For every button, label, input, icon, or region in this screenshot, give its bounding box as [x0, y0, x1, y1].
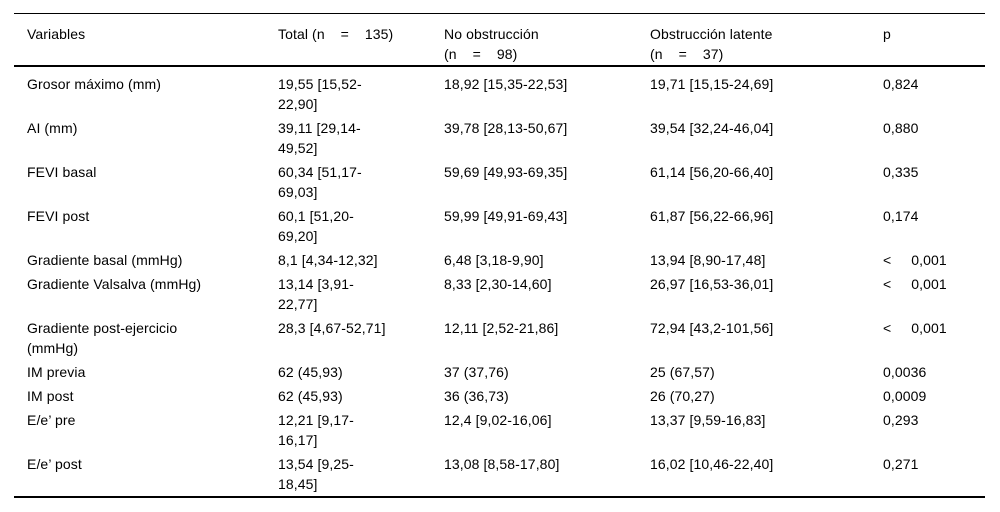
- table-header-rule: [14, 65, 985, 67]
- cell-variable-label: Gradiente post-ejercicio (mmHg): [27, 320, 178, 356]
- cell-p-value: < 0,001: [883, 252, 947, 268]
- cell-total-value: 19,55 [15,52- 22,90]: [278, 76, 362, 112]
- table-body: Grosor máximo (mm) 19,55 [15,52- 22,90] …: [14, 67, 985, 496]
- table-row: IM post 62 (45,93) 36 (36,73) 26 (70,27)…: [14, 384, 985, 408]
- cell-total-value: 8,1 [4,34-12,32]: [278, 252, 378, 268]
- cell-p-value: 0,174: [883, 208, 919, 224]
- cell-latent-obstruction-value: 16,02 [10,46-22,40]: [650, 456, 774, 472]
- cell-no-obstruction-value: 59,69 [49,93-69,35]: [444, 164, 568, 180]
- cell-total-value: 39,11 [29,14- 49,52]: [278, 120, 361, 156]
- cell-p-value: 0,824: [883, 76, 919, 92]
- cell-no-obstruction-value: 36 (36,73): [444, 388, 509, 404]
- cell-p-value: 0,0036: [883, 364, 927, 380]
- cell-total-value: 28,3 [4,67-52,71]: [278, 320, 386, 336]
- cell-p-value: 0,335: [883, 164, 919, 180]
- cell-latent-obstruction-value: 26,97 [16,53-36,01]: [650, 276, 774, 292]
- column-header-total: Total (n = 135): [278, 26, 394, 42]
- cell-variable-label: FEVI basal: [27, 164, 97, 180]
- cell-p-value: 0,271: [883, 456, 919, 472]
- table-row: IM previa 62 (45,93) 37 (37,76) 25 (67,5…: [14, 360, 985, 384]
- cell-variable-label: Gradiente basal (mmHg): [27, 252, 183, 268]
- cell-latent-obstruction-value: 26 (70,27): [650, 388, 715, 404]
- cell-no-obstruction-value: 37 (37,76): [444, 364, 509, 380]
- column-header-variables: Variables: [27, 26, 86, 42]
- cell-p-value: 0,880: [883, 120, 919, 136]
- cell-latent-obstruction-value: 39,54 [32,24-46,04]: [650, 120, 774, 136]
- cell-no-obstruction-value: 59,99 [49,91-69,43]: [444, 208, 568, 224]
- table-top-rule: [14, 13, 985, 14]
- cell-variable-label: E/e’ pre: [27, 412, 76, 428]
- cell-total-value: 13,54 [9,25- 18,45]: [278, 456, 354, 492]
- table-row: E/e’ pre 12,21 [9,17- 16,17] 12,4 [9,02-…: [14, 408, 985, 452]
- table-row: Grosor máximo (mm) 19,55 [15,52- 22,90] …: [14, 72, 985, 116]
- cell-p-value: 0,293: [883, 412, 919, 428]
- table-header-row: Variables Total (n = 135) No obstrucción…: [14, 14, 985, 65]
- table-row: E/e’ post 13,54 [9,25- 18,45] 13,08 [8,5…: [14, 452, 985, 496]
- cell-no-obstruction-value: 39,78 [28,13-50,67]: [444, 120, 568, 136]
- cell-latent-obstruction-value: 19,71 [15,15-24,69]: [650, 76, 774, 92]
- cell-latent-obstruction-value: 25 (67,57): [650, 364, 715, 380]
- cell-latent-obstruction-value: 72,94 [43,2-101,56]: [650, 320, 774, 336]
- cell-no-obstruction-value: 8,33 [2,30-14,60]: [444, 276, 552, 292]
- table-row: Gradiente post-ejercicio (mmHg) 28,3 [4,…: [14, 316, 985, 360]
- cell-latent-obstruction-value: 61,87 [56,22-66,96]: [650, 208, 774, 224]
- column-header-p: p: [883, 26, 891, 42]
- cell-variable-label: IM previa: [27, 364, 86, 380]
- cell-total-value: 13,14 [3,91- 22,77]: [278, 276, 354, 312]
- table-row: AI (mm) 39,11 [29,14- 49,52] 39,78 [28,1…: [14, 116, 985, 160]
- cell-latent-obstruction-value: 13,37 [9,59-16,83]: [650, 412, 766, 428]
- cell-variable-label: AI (mm): [27, 120, 78, 136]
- cell-total-value: 60,1 [51,20- 69,20]: [278, 208, 354, 244]
- column-header-no-obstruction: No obstrucción (n = 98): [444, 26, 539, 62]
- cell-no-obstruction-value: 12,11 [2,52-21,86]: [444, 320, 559, 336]
- table-row: Gradiente Valsalva (mmHg) 13,14 [3,91- 2…: [14, 272, 985, 316]
- cell-variable-label: E/e’ post: [27, 456, 82, 472]
- cell-latent-obstruction-value: 13,94 [8,90-17,48]: [650, 252, 766, 268]
- table-row: Gradiente basal (mmHg) 8,1 [4,34-12,32] …: [14, 248, 985, 272]
- cell-variable-label: Gradiente Valsalva (mmHg): [27, 276, 202, 292]
- cell-variable-label: IM post: [27, 388, 74, 404]
- cell-no-obstruction-value: 13,08 [8,58-17,80]: [444, 456, 560, 472]
- cell-total-value: 62 (45,93): [278, 364, 343, 380]
- cell-variable-label: FEVI post: [27, 208, 90, 224]
- cell-no-obstruction-value: 12,4 [9,02-16,06]: [444, 412, 552, 428]
- column-header-latent-obstruction: Obstrucción latente (n = 37): [650, 26, 773, 62]
- cell-total-value: 60,34 [51,17- 69,03]: [278, 164, 362, 200]
- cell-total-value: 62 (45,93): [278, 388, 343, 404]
- cell-p-value: 0,0009: [883, 388, 927, 404]
- table-row: FEVI post 60,1 [51,20- 69,20] 59,99 [49,…: [14, 204, 985, 248]
- cell-p-value: < 0,001: [883, 320, 947, 336]
- cell-variable-label: Grosor máximo (mm): [27, 76, 162, 92]
- cell-p-value: < 0,001: [883, 276, 947, 292]
- cell-no-obstruction-value: 18,92 [15,35-22,53]: [444, 76, 568, 92]
- table-row: FEVI basal 60,34 [51,17- 69,03] 59,69 [4…: [14, 160, 985, 204]
- cell-latent-obstruction-value: 61,14 [56,20-66,40]: [650, 164, 774, 180]
- table-bottom-rule: [14, 496, 985, 498]
- cell-total-value: 12,21 [9,17- 16,17]: [278, 412, 354, 448]
- cell-no-obstruction-value: 6,48 [3,18-9,90]: [444, 252, 544, 268]
- statistics-table: Variables Total (n = 135) No obstrucción…: [14, 13, 985, 498]
